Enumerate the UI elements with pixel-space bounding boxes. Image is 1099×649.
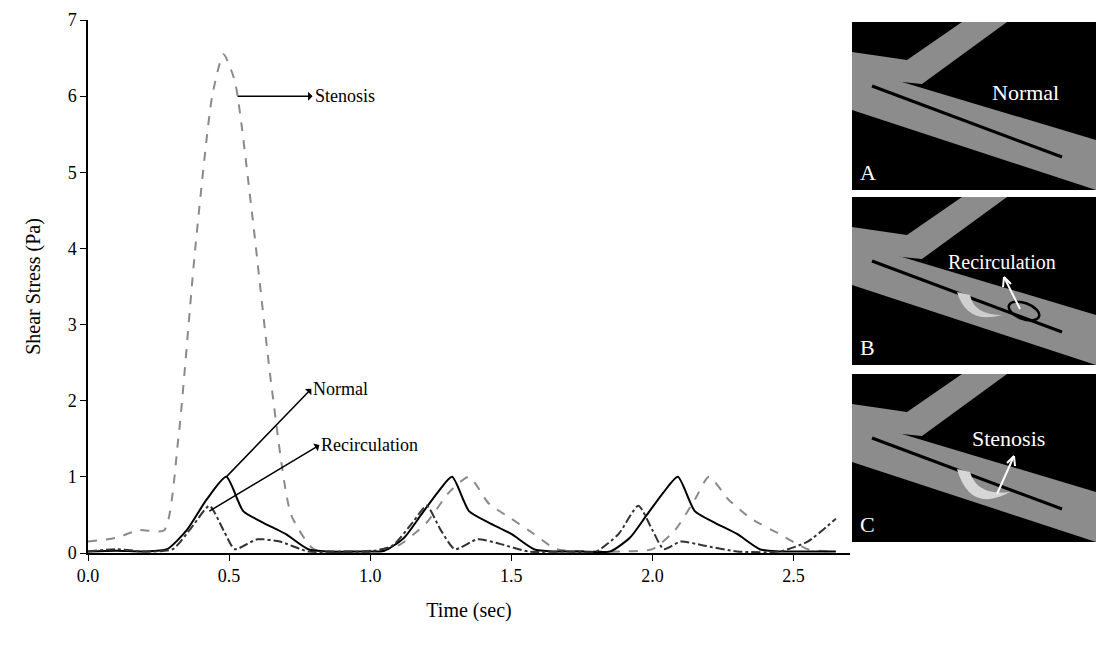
svg-text:2.0: 2.0: [641, 566, 664, 586]
svg-text:Recirculation: Recirculation: [321, 435, 418, 455]
svg-text:1.0: 1.0: [359, 566, 382, 586]
svg-text:Normal: Normal: [313, 379, 368, 399]
svg-text:Stenosis: Stenosis: [315, 86, 375, 106]
svg-text:5: 5: [68, 163, 77, 183]
svg-text:2: 2: [68, 391, 77, 411]
svg-text:Time (sec): Time (sec): [426, 599, 511, 622]
svg-text:6: 6: [68, 86, 77, 106]
svg-text:0: 0: [68, 543, 77, 563]
svg-text:0.0: 0.0: [77, 566, 100, 586]
svg-text:A: A: [860, 160, 876, 185]
svg-text:0.5: 0.5: [218, 566, 241, 586]
svg-text:Recirculation: Recirculation: [948, 251, 1056, 273]
svg-text:C: C: [860, 512, 875, 537]
svg-text:Normal: Normal: [992, 80, 1059, 105]
svg-text:2.5: 2.5: [782, 566, 805, 586]
svg-text:3: 3: [68, 315, 77, 335]
svg-text:7: 7: [68, 10, 77, 30]
svg-text:Stenosis: Stenosis: [972, 426, 1045, 451]
svg-text:4: 4: [68, 239, 77, 259]
svg-text:1: 1: [68, 467, 77, 487]
svg-text:Shear Stress (Pa): Shear Stress (Pa): [22, 218, 45, 355]
svg-text:B: B: [860, 335, 875, 360]
svg-text:1.5: 1.5: [500, 566, 522, 586]
